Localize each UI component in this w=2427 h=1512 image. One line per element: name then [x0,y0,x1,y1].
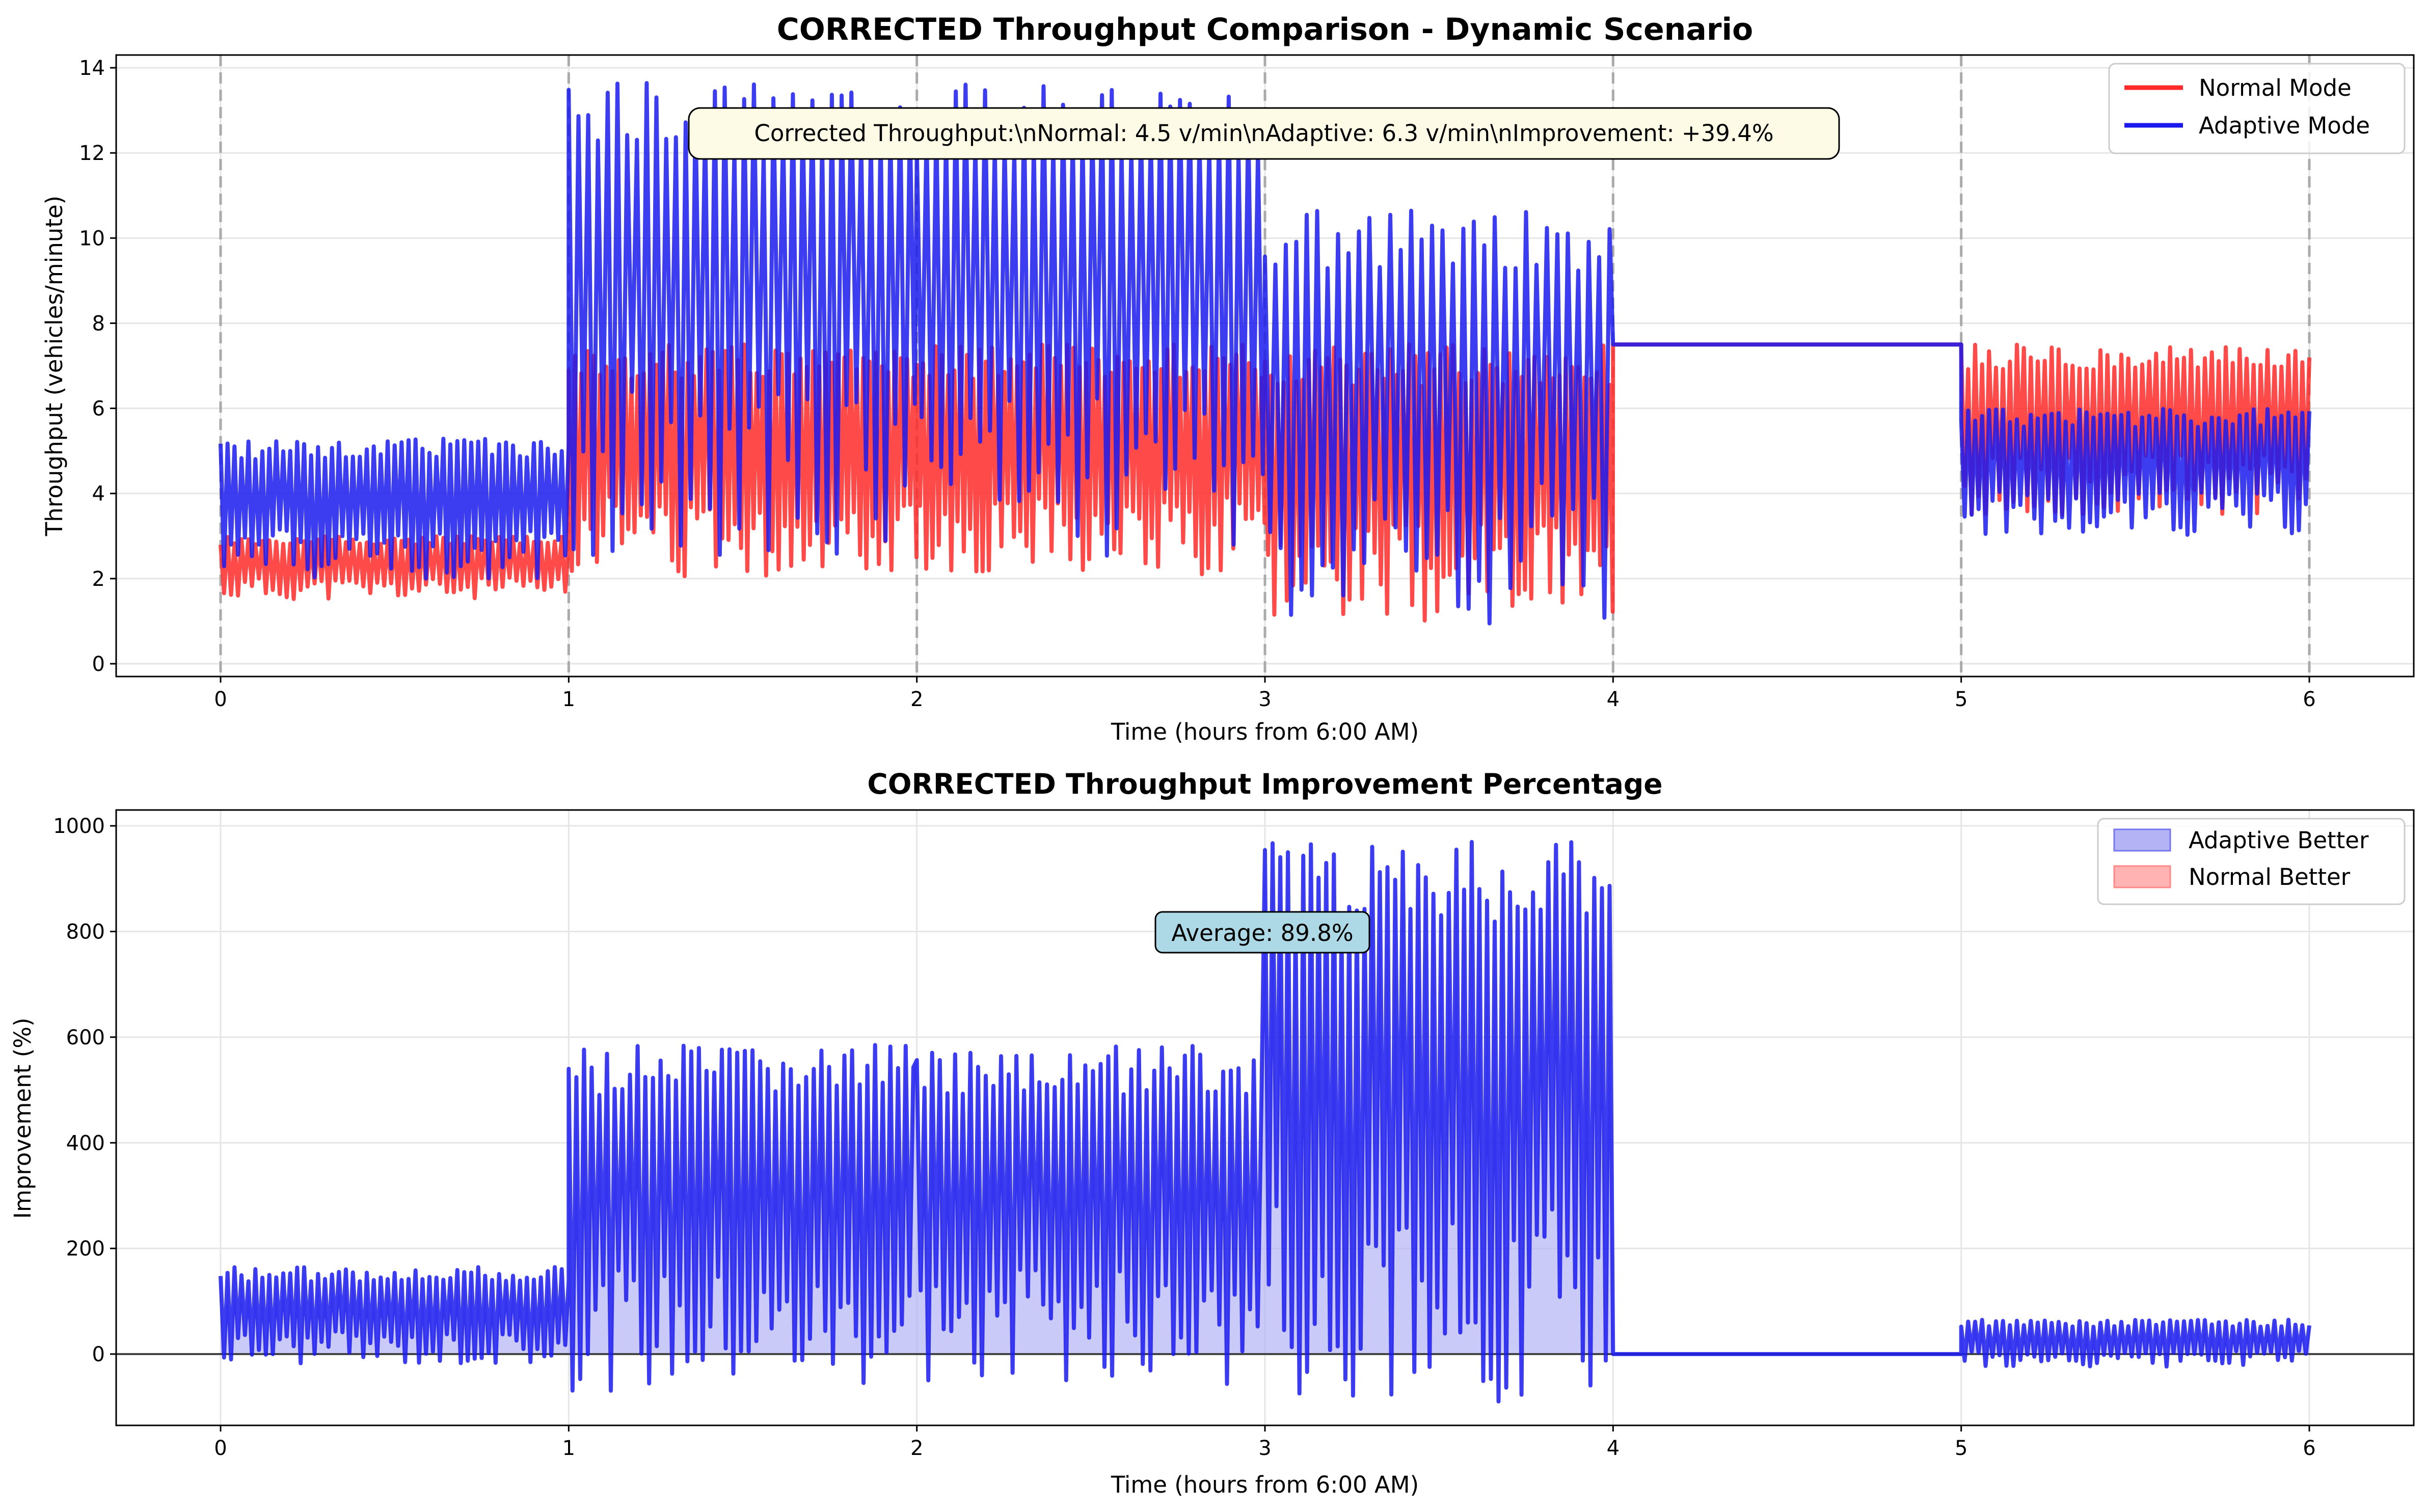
y-tick-label: 0 [92,1343,105,1366]
legend-normal-better-swatch [2113,865,2171,888]
improvement-chart-title: CORRECTED Throughput Improvement Percent… [867,768,1662,800]
x-tick-label: 2 [910,1437,923,1460]
y-tick-label: 2 [92,568,105,591]
x-tick-label: 4 [1607,688,1620,711]
y-tick-label: 12 [79,142,105,165]
throughput-annotation-box [688,107,1840,160]
x-tick-label: 2 [910,688,923,711]
improvement-x-ticks: 0 1 2 3 4 5 6 [214,1425,2316,1460]
x-tick-label: 4 [1607,1437,1620,1460]
throughput-x-axis-label: Time (hours from 6:00 AM) [1111,718,1419,745]
improvement-lines [219,840,2311,1403]
y-tick-label: 800 [66,920,105,943]
throughput-x-ticks: 0 1 2 3 4 5 6 [214,677,2316,711]
throughput-y-ticks: 0 2 4 6 8 10 12 14 [79,57,116,676]
y-tick-label: 14 [79,57,105,80]
improvement-chart: 0 1 2 3 4 5 6 0 200 400 600 800 1000 CORRECTED Thro… [9,768,2415,1498]
legend-adaptive-better-label: Adaptive Better [2189,827,2369,854]
y-tick-label: 4 [92,482,105,506]
x-tick-label: 5 [1955,688,1967,711]
y-tick-label: 200 [66,1237,105,1261]
throughput-legend: Normal Mode Adaptive Mode [2108,63,2406,154]
x-tick-label: 5 [1955,1437,1967,1460]
y-tick-label: 400 [66,1131,105,1155]
x-tick-label: 1 [562,688,575,711]
improvement-y-axis-label: Improvement (%) [9,1018,36,1219]
improvement-legend: Adaptive Better Normal Better [2097,818,2406,905]
y-tick-label: 10 [79,227,105,250]
x-tick-label: 6 [2303,688,2315,711]
x-tick-label: 3 [1258,1437,1271,1460]
x-tick-label: 0 [214,688,227,711]
legend-normal-mode-label: Normal Mode [2199,74,2352,101]
improvement-annotation-text: Average: 89.8% [1171,920,1353,947]
throughput-y-axis-label: Throughput (vehicles/minute) [41,196,68,536]
improvement-x-axis-label: Time (hours from 6:00 AM) [1111,1471,1419,1498]
improvement-annotation: Average: 89.8% [1154,911,1370,954]
y-tick-label: 8 [92,312,105,335]
legend-adaptive-mode-label: Adaptive Mode [2199,112,2370,139]
throughput-annotation: Corrected Throughput:\nNormal: 4.5 v/min… [688,107,1840,160]
throughput-chart-title: CORRECTED Throughput Comparison - Dynami… [777,12,1754,47]
improvement-annotation-box [1154,911,1370,954]
improvement-line [219,840,2311,1403]
x-tick-label: 6 [2303,1437,2315,1460]
throughput-annotation-text: Corrected Throughput:\nNormal: 4.5 v/min… [754,120,1773,147]
y-tick-label: 6 [92,397,105,421]
x-tick-label: 1 [562,1437,575,1460]
legend-adaptive-better-swatch [2113,828,2171,852]
legend-normal-better-label: Normal Better [2189,863,2351,890]
improvement-legend-box [2097,818,2406,905]
y-tick-label: 600 [66,1026,105,1049]
y-tick-label: 0 [92,653,105,676]
x-tick-label: 0 [214,1437,227,1460]
improvement-y-ticks: 0 200 400 600 800 1000 [53,815,116,1366]
x-tick-label: 3 [1258,688,1271,711]
normal-mode-line [219,342,2311,623]
y-tick-label: 1000 [53,815,105,838]
